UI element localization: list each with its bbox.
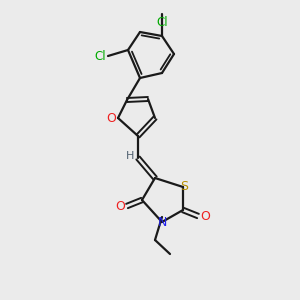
Text: O: O [115,200,125,212]
Text: Cl: Cl [94,50,106,62]
Text: Cl: Cl [156,16,168,28]
Text: O: O [106,112,116,124]
Text: S: S [180,181,188,194]
Text: N: N [157,215,167,229]
Text: H: H [126,151,134,161]
Text: O: O [200,209,210,223]
